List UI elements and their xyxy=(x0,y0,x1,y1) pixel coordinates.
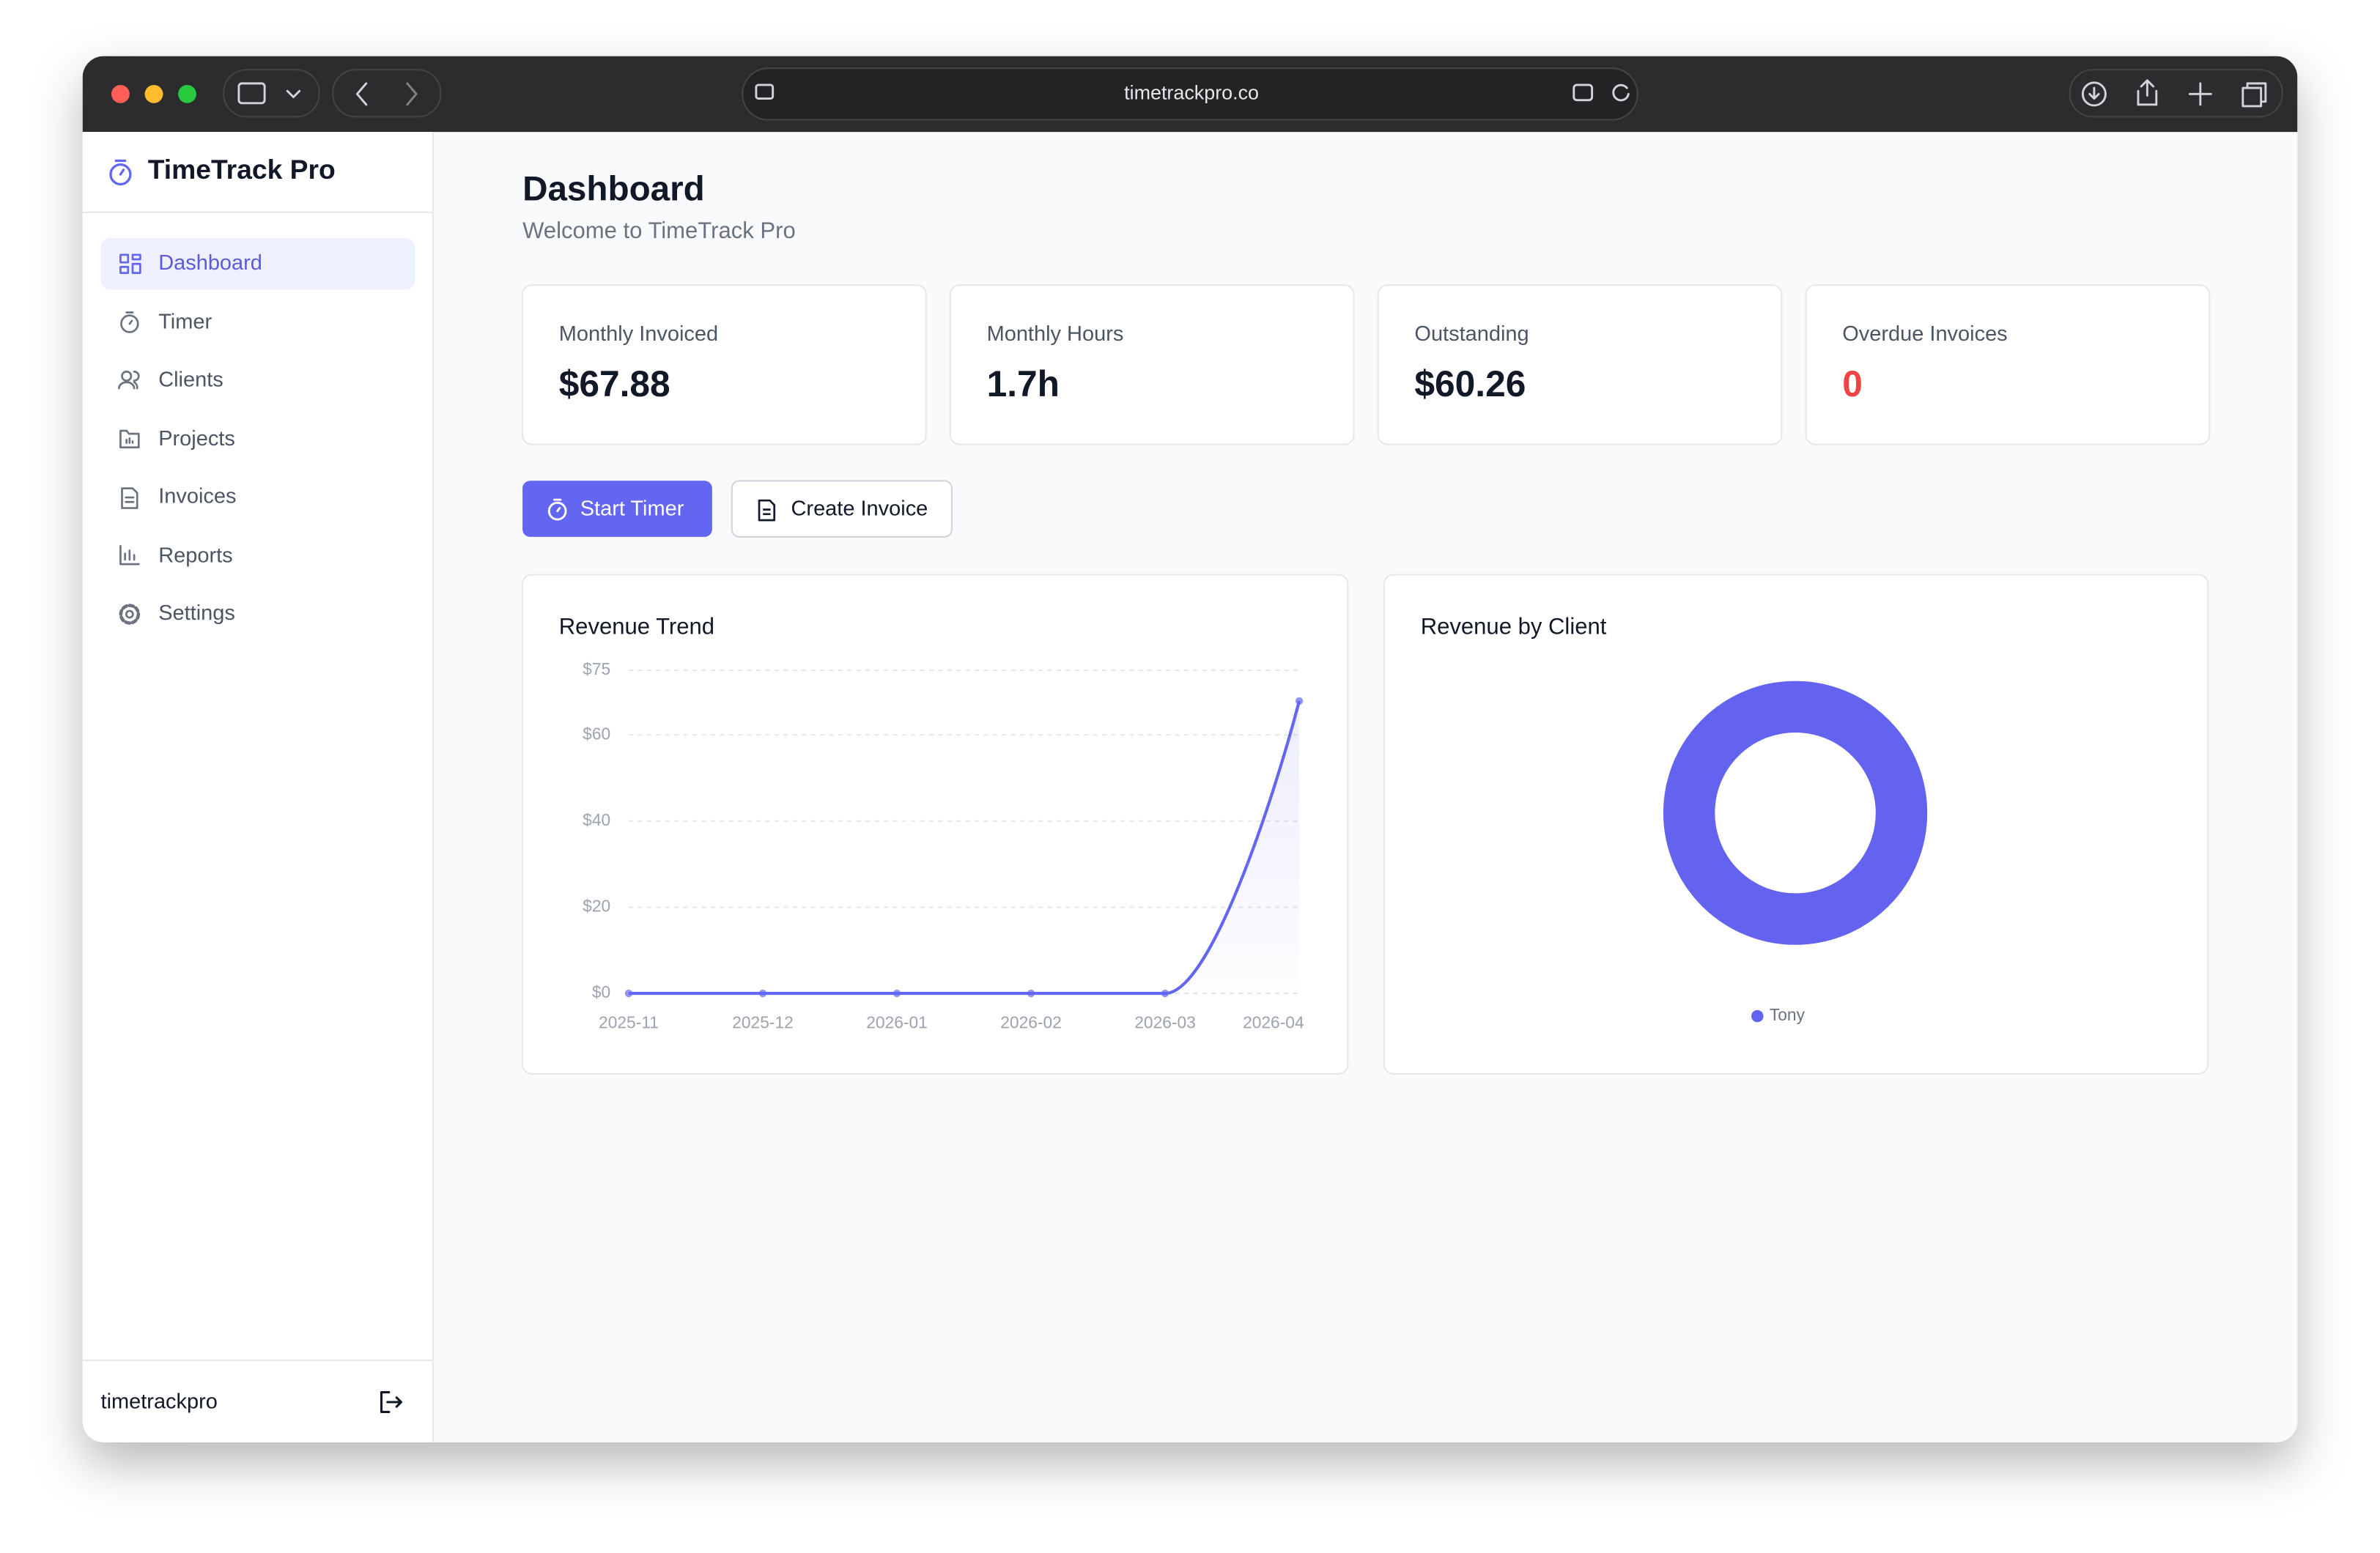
chart-card xyxy=(522,574,1349,1075)
nav-item[interactable]: Timer xyxy=(158,311,212,334)
window-content: timetrackpro.co TimeTrack Pro Dashbo xyxy=(82,56,2298,1442)
nav-item[interactable]: Reports xyxy=(158,544,232,567)
charts: $0 $20 $40 $60 $75 2025-11 2025-12 2026-01 2026-… xyxy=(583,659,1928,1031)
page-icon xyxy=(755,84,775,100)
invoices-icon xyxy=(121,487,138,509)
x-tick-label: 2025-11 xyxy=(599,1012,659,1031)
chart-card xyxy=(1383,574,2209,1075)
page-title: Dashboard xyxy=(522,169,705,208)
share-icon[interactable] xyxy=(2137,79,2158,106)
page-subtitle: Welcome to TimeTrack Pro xyxy=(522,218,796,243)
close-button[interactable] xyxy=(111,84,130,103)
nav-buttons[interactable] xyxy=(332,69,442,118)
x-tick-label: 2026-04 xyxy=(1243,1012,1304,1031)
stat-card xyxy=(949,284,1355,445)
reports-icon xyxy=(119,544,140,566)
stat-value: $67.88 xyxy=(559,363,670,404)
y-tick-label: $20 xyxy=(583,896,610,915)
nav-icons xyxy=(118,253,141,625)
url[interactable]: timetrackpro.co xyxy=(1124,81,1259,103)
forward-icon[interactable] xyxy=(406,82,418,106)
download-icon[interactable] xyxy=(2081,81,2107,107)
nav-item[interactable]: Settings xyxy=(158,601,235,625)
brand-icon-hands xyxy=(114,159,127,176)
stat-card xyxy=(1377,284,1783,445)
chart-title: Revenue Trend xyxy=(559,613,714,639)
chevron-icon xyxy=(286,89,301,98)
point xyxy=(1295,697,1304,705)
brand[interactable]: TimeTrack Pro xyxy=(148,154,336,185)
y-tick-label: $75 xyxy=(583,659,610,678)
x-tick-label: 2025-12 xyxy=(732,1012,794,1031)
x-tick-label: 2026-03 xyxy=(1134,1012,1196,1031)
logout-icon[interactable] xyxy=(380,1390,402,1414)
download-arrow xyxy=(2088,86,2100,100)
stat-value: 0 xyxy=(1842,363,1863,404)
y-tick-label: $60 xyxy=(583,724,610,743)
nav-item[interactable]: Dashboard xyxy=(158,251,262,275)
stat-label: Monthly Hours xyxy=(987,322,1124,346)
start-timer-button[interactable] xyxy=(522,481,712,537)
area xyxy=(628,700,1300,994)
back-icon[interactable] xyxy=(355,82,368,106)
new-tab-icon[interactable] xyxy=(2188,82,2212,106)
stat-label: Monthly Invoiced xyxy=(559,322,718,346)
clients-icon-body xyxy=(118,370,140,390)
sidebar-toggle[interactable] xyxy=(223,69,320,118)
sidebar xyxy=(82,132,433,1442)
projects-icon xyxy=(119,429,140,449)
reload-icon[interactable] xyxy=(1612,84,1630,102)
address-bar[interactable] xyxy=(742,67,1638,121)
create-invoice-button[interactable] xyxy=(731,480,953,538)
minimize-button[interactable] xyxy=(144,84,163,103)
point xyxy=(758,989,767,998)
stat-label: Outstanding xyxy=(1414,322,1529,346)
clients-icon xyxy=(121,370,133,382)
pie-slice xyxy=(1663,681,1928,945)
nav-item[interactable]: Invoices xyxy=(158,485,236,508)
brand-icon xyxy=(109,163,132,186)
settings-icon xyxy=(119,604,141,625)
stat-card xyxy=(1805,284,2211,445)
button-label[interactable]: Start Timer xyxy=(580,497,684,520)
zoom-button[interactable] xyxy=(178,84,196,103)
stat-value: $60.26 xyxy=(1414,363,1526,404)
x-tick-label: 2026-01 xyxy=(866,1012,928,1031)
button-icon-hands xyxy=(553,498,562,513)
sidebar-icon xyxy=(237,82,266,105)
legend-swatch xyxy=(1751,1009,1764,1023)
y-tick-label: $40 xyxy=(583,810,610,829)
legend-label: Tony xyxy=(1770,1005,1806,1024)
user-name: timetrackpro xyxy=(101,1390,218,1414)
point xyxy=(1027,989,1035,998)
nav-item[interactable]: Projects xyxy=(158,427,235,451)
tabs-icon[interactable] xyxy=(2242,82,2267,108)
point xyxy=(1161,989,1169,998)
nav-active-bg xyxy=(100,238,415,290)
translate-icon[interactable] xyxy=(1572,84,1594,102)
point xyxy=(892,989,901,998)
chart-title: Revenue by Client xyxy=(1421,613,1607,639)
y-tick-label: $0 xyxy=(592,982,610,1001)
x-tick-label: 2026-02 xyxy=(1000,1012,1062,1031)
nav-item[interactable]: Clients xyxy=(158,368,223,391)
timer-icon xyxy=(120,314,139,333)
settings-icon-center xyxy=(125,609,134,619)
button-label[interactable]: Create Invoice xyxy=(791,497,928,520)
stat-label: Overdue Invoices xyxy=(1842,322,2007,346)
dashboard-icon xyxy=(119,253,141,275)
timer-icon-hands xyxy=(125,311,134,325)
point xyxy=(624,989,633,998)
stat-value: 1.7h xyxy=(987,363,1060,404)
button-icon xyxy=(547,501,567,521)
stat-card xyxy=(522,284,927,445)
button-icon xyxy=(758,499,776,522)
toolbar-actions xyxy=(2069,69,2283,118)
